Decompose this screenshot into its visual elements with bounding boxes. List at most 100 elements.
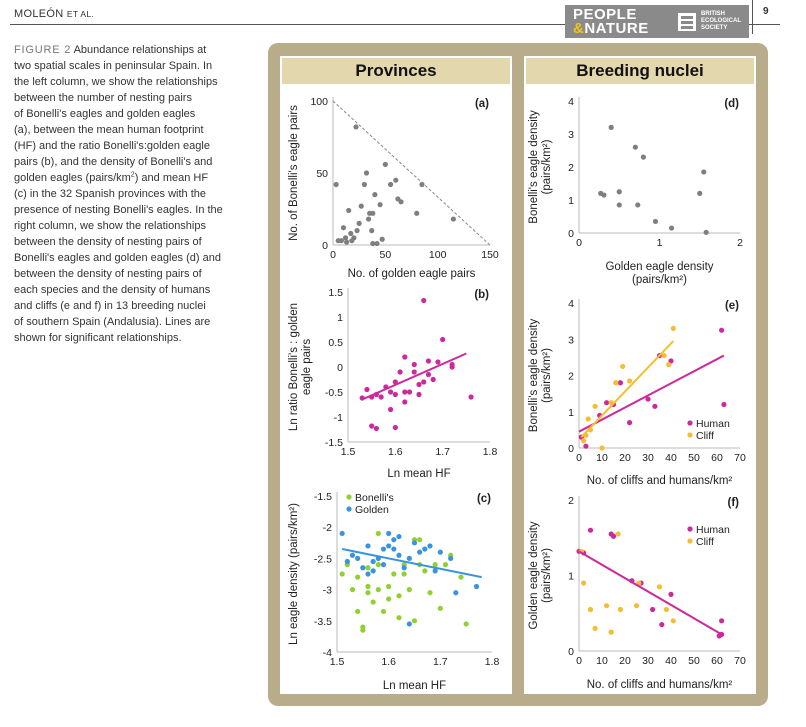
caption-line-after-2: presence of nesting Bonelli's eagles. In… xyxy=(14,204,223,216)
point-breeding-nuclei xyxy=(701,169,707,175)
caption-line-after-4: between the density of nesting pairs of xyxy=(14,236,202,248)
point-provinces xyxy=(333,181,339,188)
legend-marker xyxy=(687,420,693,426)
point-bonelli-s xyxy=(401,571,407,577)
figure-label: FIGURE 2 xyxy=(14,44,72,56)
point-cliff xyxy=(627,378,633,384)
point-provinces xyxy=(382,161,388,167)
point-provinces xyxy=(419,181,425,188)
x-tick-label: 1.6 xyxy=(381,656,396,668)
point-golden xyxy=(365,571,371,577)
point-bonelli-s xyxy=(365,583,371,590)
y-tick-label: -1 xyxy=(334,412,343,424)
point-human xyxy=(587,527,594,533)
point-bonelli-s xyxy=(396,615,402,621)
x-tick-label: 40 xyxy=(665,452,677,464)
x-axis-label: Ln mean HF xyxy=(383,680,446,692)
point-cliff xyxy=(592,625,598,631)
point-breeding-nuclei xyxy=(616,189,622,195)
point-golden xyxy=(473,583,480,590)
point-golden xyxy=(406,621,412,627)
point-cliff xyxy=(663,606,670,613)
caption-line-after-8: and cliffs (e and f) in 13 breeding nucl… xyxy=(14,300,206,312)
x-axis-label: No. of cliffs and humans/km² xyxy=(587,679,733,691)
y-tick-label: -1.5 xyxy=(314,491,332,503)
point-provinces xyxy=(364,386,370,393)
x-tick-label: 0 xyxy=(576,237,582,249)
fit-line xyxy=(578,354,725,433)
point-bonelli-s xyxy=(375,530,381,537)
point-golden xyxy=(411,540,418,546)
point-breeding-nuclei xyxy=(652,218,659,225)
point-bonelli-s xyxy=(339,571,345,577)
y-tick-label: 1 xyxy=(568,571,574,583)
point-cliff xyxy=(670,618,676,624)
caption-line-7: pairs (b), and the density of Bonelli's … xyxy=(14,156,213,168)
x-tick-label: 1.5 xyxy=(341,446,356,458)
point-golden xyxy=(360,565,366,571)
x-tick-label: 2 xyxy=(737,237,743,249)
point-cliff xyxy=(592,403,598,409)
point-provinces xyxy=(377,202,383,208)
y-tick-label: 3 xyxy=(568,334,574,346)
y-tick-label: 0 xyxy=(568,646,574,658)
y-tick-label: 4 xyxy=(568,96,574,108)
point-provinces xyxy=(358,203,364,209)
point-golden xyxy=(448,555,454,562)
point-golden xyxy=(417,549,423,555)
point-golden xyxy=(401,565,407,571)
right-column-title: Breeding nuclei xyxy=(526,58,754,84)
x-tick-label: 20 xyxy=(619,452,631,464)
point-bonelli-s xyxy=(417,537,423,543)
point-cliff xyxy=(587,606,594,613)
chart-f: 0 10 20 30 40 50 60 70 0 1 2 No. of cliffs and huma… xyxy=(528,495,746,691)
point-human xyxy=(583,443,589,449)
y-tick-label: 1 xyxy=(568,407,574,419)
point-provinces xyxy=(361,181,367,188)
point-human xyxy=(610,533,617,539)
x-axis-label: Golden eagle density xyxy=(605,261,713,273)
y-tick-label: 4 xyxy=(568,298,574,310)
point-bonelli-s xyxy=(442,562,449,568)
logo-people: PEOPLE xyxy=(573,6,637,23)
panel-label: (b) xyxy=(474,289,489,301)
y-axis-label-units: (pairs/km²) xyxy=(541,548,553,603)
point-human xyxy=(645,396,651,402)
point-provinces xyxy=(353,124,359,130)
legend-label: Golden xyxy=(355,504,389,516)
x-tick-label: 1.8 xyxy=(485,656,500,668)
x-tick-label: 70 xyxy=(734,655,746,667)
y-tick-label: 0 xyxy=(322,240,328,252)
y-tick-label: 3 xyxy=(568,129,574,141)
x-tick-label: 40 xyxy=(665,655,677,667)
y-tick-label: 2 xyxy=(568,162,574,174)
point-golden xyxy=(391,546,397,552)
point-bonelli-s xyxy=(406,587,412,593)
point-cliff xyxy=(656,584,663,590)
x-tick-label: 70 xyxy=(734,452,746,464)
point-bonelli-s xyxy=(458,574,464,580)
point-provinces xyxy=(411,369,417,375)
y-axis-label: Ln ratio Bonelli's : golden xyxy=(288,303,300,431)
point-golden xyxy=(349,552,356,558)
x-tick-label: 60 xyxy=(711,452,723,464)
point-provinces xyxy=(354,228,360,234)
y-tick-label: 0 xyxy=(568,228,574,240)
y-axis-label-units: (pairs/km²) xyxy=(541,139,553,194)
caption-line-after-6: between the density of nesting pairs of xyxy=(14,268,202,280)
x-tick-label: 20 xyxy=(619,655,631,667)
point-cliff xyxy=(670,325,676,331)
legend-label: Cliff xyxy=(696,430,714,442)
point-cliff xyxy=(633,603,640,609)
y-tick-label: -3 xyxy=(323,585,332,597)
point-bonelli-s xyxy=(360,627,366,633)
point-golden xyxy=(355,555,361,562)
y-tick-label: 50 xyxy=(316,168,328,180)
point-provinces xyxy=(342,235,349,241)
x-tick-label: 150 xyxy=(481,249,499,261)
x-axis-label-units: (pairs/km²) xyxy=(632,274,687,286)
point-cliff xyxy=(608,629,614,635)
point-human xyxy=(604,400,610,406)
